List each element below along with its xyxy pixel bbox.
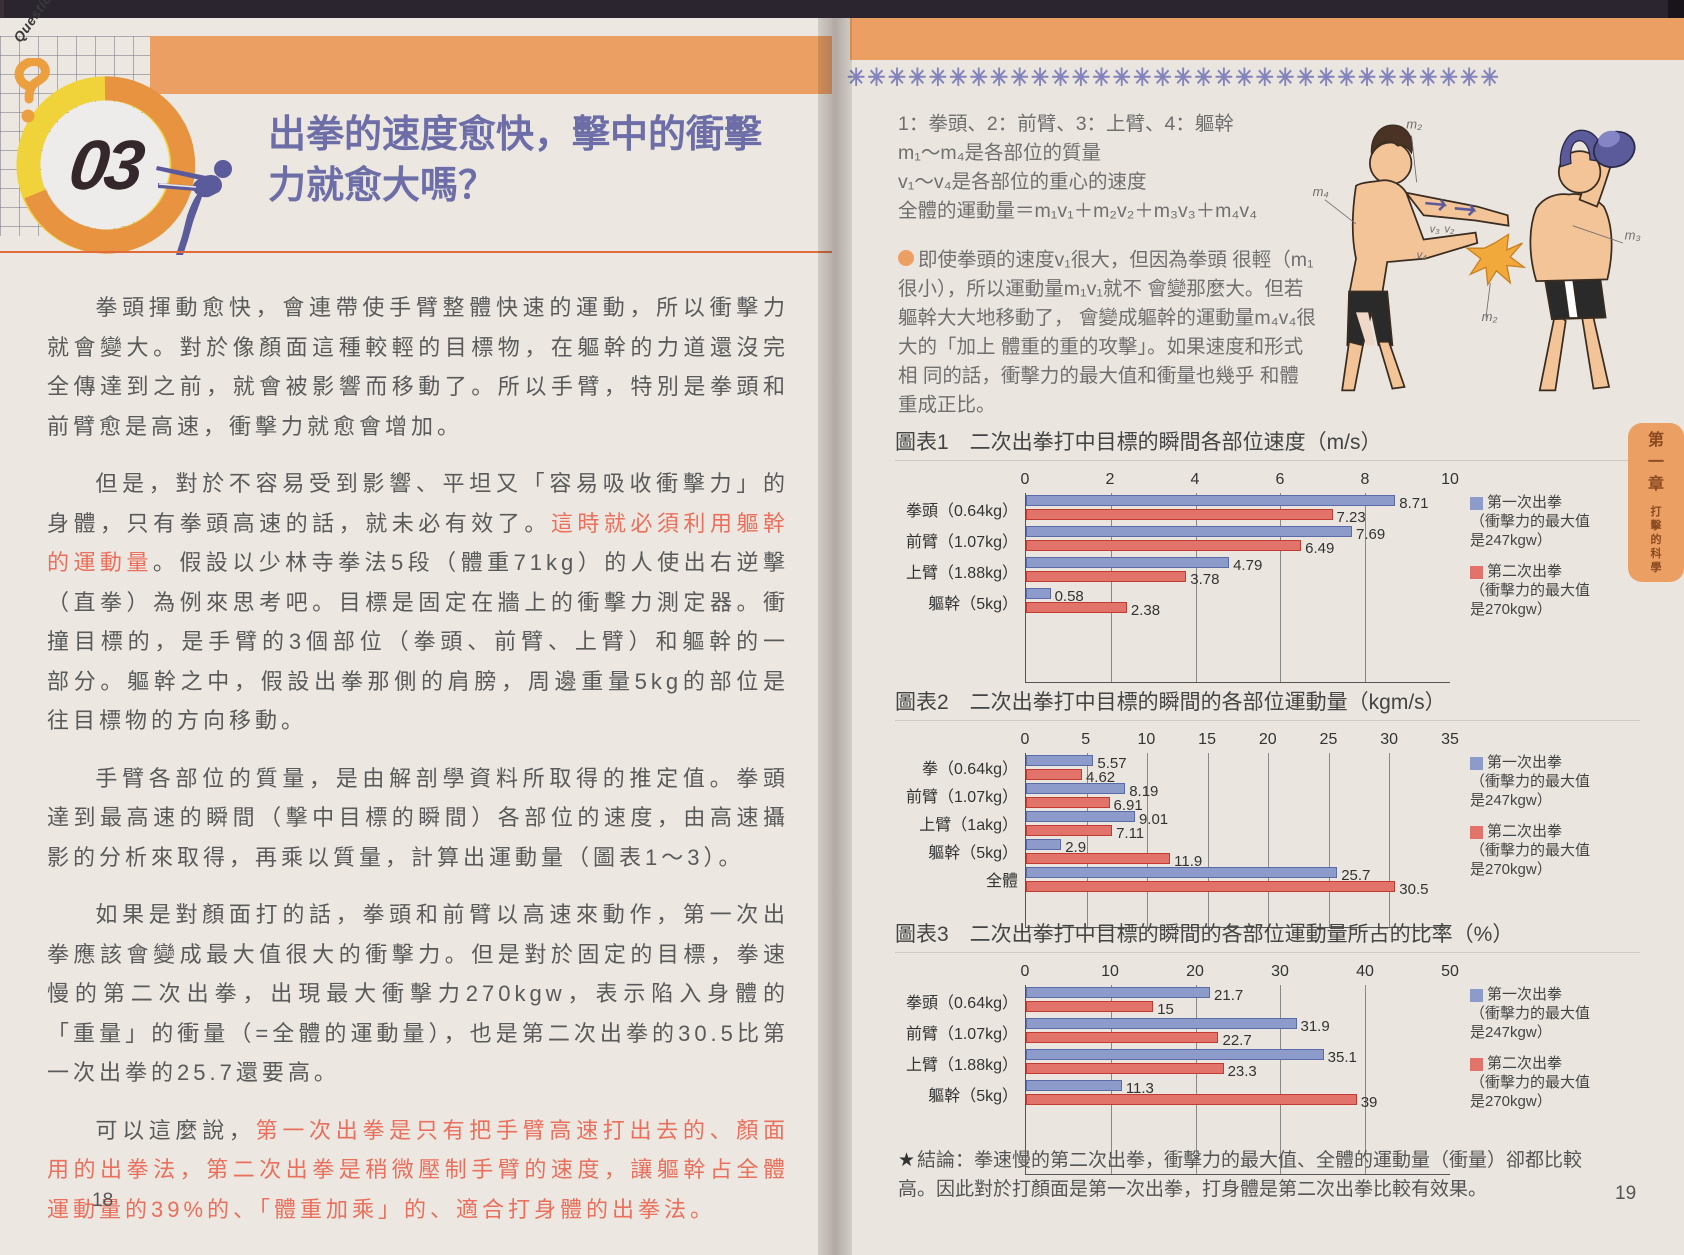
svg-text:v₄: v₄: [1417, 250, 1428, 262]
svg-text:m₄: m₄: [1313, 184, 1329, 199]
svg-text:v₃: v₃: [1430, 224, 1441, 236]
svg-text:m₂: m₂: [1406, 117, 1422, 132]
svg-text:m₃: m₃: [1625, 228, 1641, 243]
svg-text:v₂: v₂: [1444, 224, 1455, 236]
svg-text:m₂: m₂: [1482, 309, 1498, 324]
